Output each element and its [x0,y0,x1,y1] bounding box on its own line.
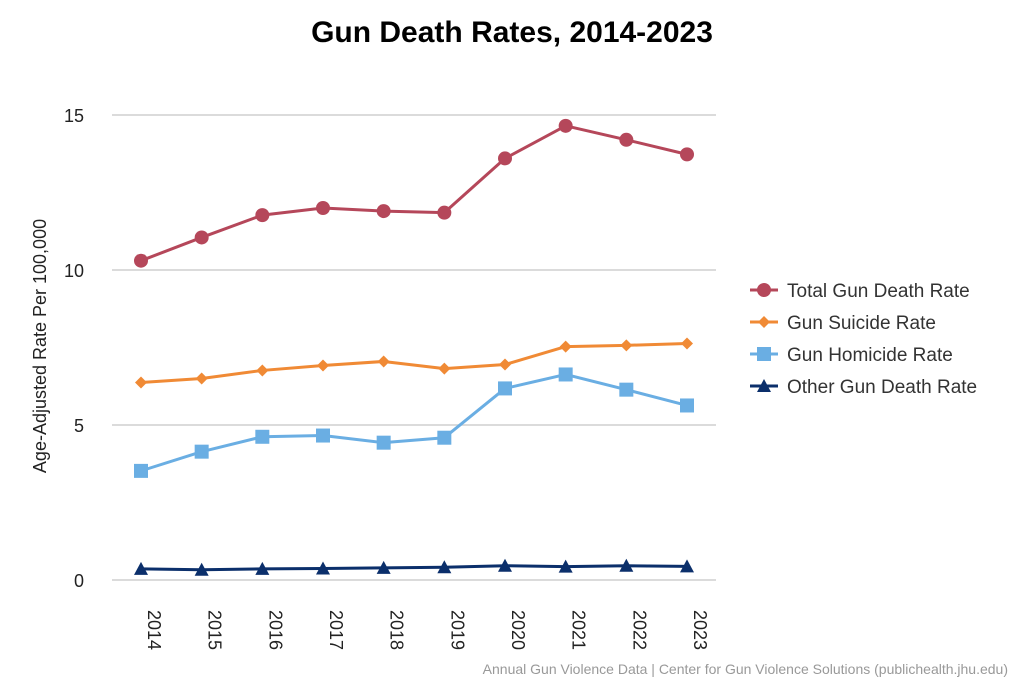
legend-item: Gun Suicide Rate [750,313,936,334]
diamond-marker-icon [758,316,770,328]
x-tick-label: 2020 [508,610,528,650]
data-point [256,364,269,377]
legend-item: Total Gun Death Rate [750,281,970,302]
y-tick-label: 5 [74,416,84,436]
data-point [195,372,208,385]
series-gun-homicide-rate [134,367,694,478]
circle-marker-icon [757,283,771,297]
data-point [255,561,270,575]
data-point [316,561,330,575]
x-tick-label: 2023 [690,610,710,650]
data-point [376,435,391,450]
data-point [376,204,391,219]
legend-item: Other Gun Death Rate [750,377,977,398]
data-point [558,118,573,133]
data-point [255,208,270,223]
data-point [194,230,209,245]
x-tick-label: 2021 [569,610,589,650]
data-point [619,558,634,572]
data-point [680,147,694,162]
data-point [680,559,694,573]
data-point [316,201,330,215]
legend-label: Total Gun Death Rate [787,281,970,302]
square-marker-icon [757,347,771,361]
data-point [558,559,573,573]
source-note: Annual Gun Violence Data | Center for Gu… [483,661,1008,677]
data-point [619,382,634,397]
series-line [140,372,688,473]
data-point [619,132,634,147]
data-point [620,339,633,352]
legend-label: Other Gun Death Rate [787,377,977,398]
x-axis-ticks: 2014 2015 2016 2017 2018 2019 2020 2021 2022 2023 [144,610,710,650]
data-point [437,430,452,445]
data-point [376,560,391,574]
data-point [135,376,147,389]
series-line [140,564,688,572]
legend: Total Gun Death Rate Gun Suicide Rate Gun … [750,281,977,398]
data-point [437,560,452,574]
y-tick-label: 0 [74,571,84,591]
data-point [194,444,209,459]
data-point [499,358,511,371]
x-tick-label: 2015 [205,610,225,650]
y-tick-label: 10 [64,261,84,281]
data-point [558,367,573,382]
series-group [134,118,694,576]
series-line [140,341,688,385]
data-point [134,561,148,575]
legend-item: Gun Homicide Rate [750,345,953,366]
x-tick-label: 2018 [387,610,407,650]
data-point [559,340,572,353]
data-point [377,355,390,368]
data-point [134,463,148,478]
x-tick-label: 2014 [144,610,164,650]
data-point [317,359,329,372]
legend-label: Gun Homicide Rate [787,345,953,366]
series-total-gun-death-rate [134,118,694,268]
data-point [438,362,451,375]
chart-title: Gun Death Rates, 2014-2023 [311,16,713,49]
data-point [498,381,512,396]
y-axis-label: Age-Adjusted Rate Per 100,000 [30,219,50,473]
triangle-marker-icon [757,379,771,392]
x-tick-label: 2016 [265,610,285,650]
gridlines [112,114,716,581]
series-line [140,124,688,263]
data-point [680,398,694,413]
series-gun-suicide-rate [135,337,693,389]
data-point [681,337,693,350]
legend-label: Gun Suicide Rate [787,313,936,334]
data-point [194,562,209,576]
y-axis-ticks: 0 5 10 15 [64,106,84,591]
x-tick-label: 2017 [326,610,346,650]
data-point [316,428,330,443]
y-tick-label: 15 [64,106,84,126]
data-point [437,205,452,220]
x-tick-label: 2019 [447,610,467,650]
series-other-gun-death-rate [134,558,694,576]
data-point [498,151,512,166]
x-tick-label: 2022 [629,610,649,650]
data-point [255,429,270,444]
data-point [498,558,512,572]
data-point [134,253,148,268]
